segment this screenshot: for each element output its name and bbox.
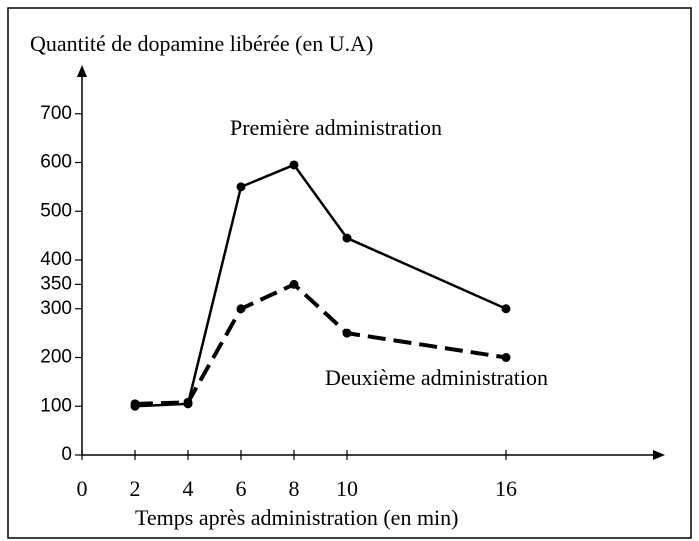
x-axis-arrow — [653, 450, 665, 460]
y-tick-label: 300 — [40, 298, 72, 319]
x-tick-label: 16 — [495, 476, 517, 501]
x-tick-label: 4 — [183, 476, 194, 501]
x-tick-label: 2 — [130, 476, 141, 501]
point — [236, 182, 246, 192]
y-tick-label: 0 — [61, 444, 72, 465]
series-label: Première administration — [230, 115, 442, 140]
y-tick-label: 500 — [40, 200, 72, 221]
series-label: Deuxième administration — [325, 365, 548, 390]
point — [236, 304, 246, 314]
line — [134, 282, 507, 406]
x-tick-label: 0 — [77, 476, 88, 501]
frame — [7, 7, 692, 539]
y-tick-label: 200 — [40, 347, 72, 368]
y-axis-label: Quantité de dopamine libérée (en U.A) — [30, 31, 373, 56]
y-tick-label: 700 — [40, 103, 72, 124]
point — [183, 397, 193, 407]
point — [289, 160, 299, 170]
x-tick-label: 10 — [336, 476, 358, 501]
point — [501, 353, 511, 362]
y-tick-label: 600 — [40, 152, 72, 173]
x-tick-label: 8 — [289, 476, 300, 501]
y-tick-label: 400 — [40, 249, 72, 270]
y-tick-label: 100 — [40, 395, 72, 416]
point — [289, 279, 299, 289]
point — [342, 328, 352, 338]
y-tick-label: 350 — [40, 273, 72, 294]
y-axis-arrow — [77, 65, 87, 77]
x-tick-label: 6 — [236, 476, 247, 501]
point — [342, 233, 352, 243]
point — [130, 399, 140, 409]
x-axis-label: Temps après administration (en min) — [135, 505, 459, 530]
point — [501, 304, 511, 314]
line — [134, 163, 507, 408]
